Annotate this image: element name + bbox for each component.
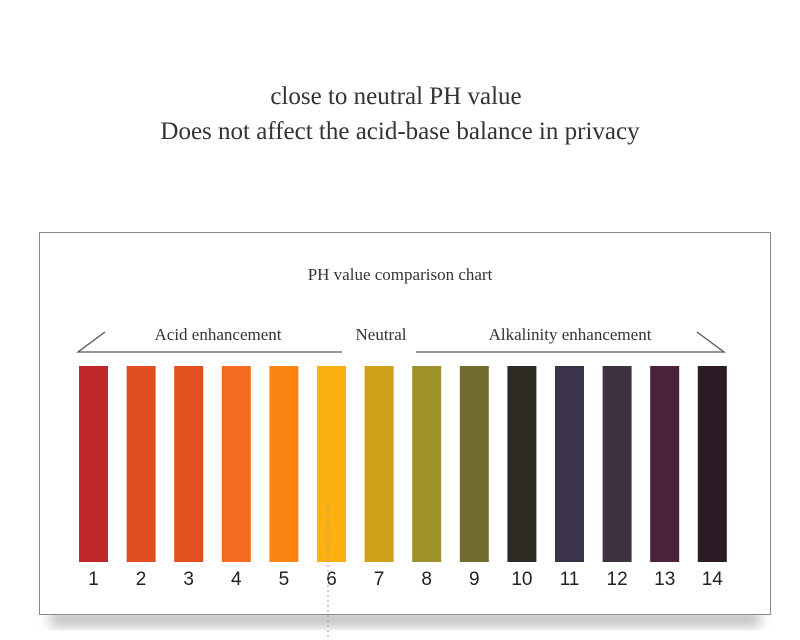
- card-shadow: [50, 612, 760, 626]
- ph-strip: [555, 366, 584, 562]
- ph-number: 10: [511, 569, 532, 590]
- bracket: [416, 331, 726, 353]
- ph-number: 7: [374, 569, 385, 590]
- ph-strip: [602, 366, 632, 562]
- heading-line: close to neutral PH value: [270, 83, 521, 110]
- group-label: Alkalinity enhancement: [489, 325, 652, 344]
- bracket: [76, 331, 342, 353]
- card: [39, 232, 771, 615]
- ph-number: 2: [136, 569, 147, 590]
- ph-strip: [269, 366, 299, 562]
- group-label: Neutral: [356, 325, 407, 344]
- ph-number: 3: [183, 569, 194, 590]
- ph-number: 1: [88, 569, 99, 590]
- ph-strip: [412, 366, 442, 562]
- ph-strip: [364, 366, 394, 562]
- ph-number: 5: [279, 569, 290, 590]
- ph-strip: [317, 366, 346, 562]
- heading-line: Does not affect the acid-base balance in…: [160, 118, 640, 145]
- ph-number: 8: [421, 569, 432, 590]
- ph-number: 14: [702, 569, 724, 590]
- ph-number: 6: [326, 569, 337, 590]
- ph-strip: [650, 366, 680, 562]
- ph-strip: [507, 366, 537, 562]
- ph-strip: [126, 366, 156, 562]
- group-label: Acid enhancement: [155, 325, 282, 344]
- card-title: PH value comparison chart: [308, 265, 493, 284]
- ph-number: 12: [607, 569, 628, 590]
- ph-strip: [79, 366, 108, 562]
- ph-strip: [221, 366, 251, 562]
- strips: 1 2 3 4 5 6 7 8 9 10 11 12 13 14: [79, 366, 727, 590]
- ph-strip: [174, 366, 204, 562]
- ph-strip: [459, 366, 489, 562]
- ph-number: 13: [654, 569, 675, 590]
- ph-strip: [697, 366, 727, 562]
- ph-number: 4: [231, 569, 242, 590]
- ph-number: 11: [560, 569, 580, 590]
- ph-number: 9: [469, 569, 480, 590]
